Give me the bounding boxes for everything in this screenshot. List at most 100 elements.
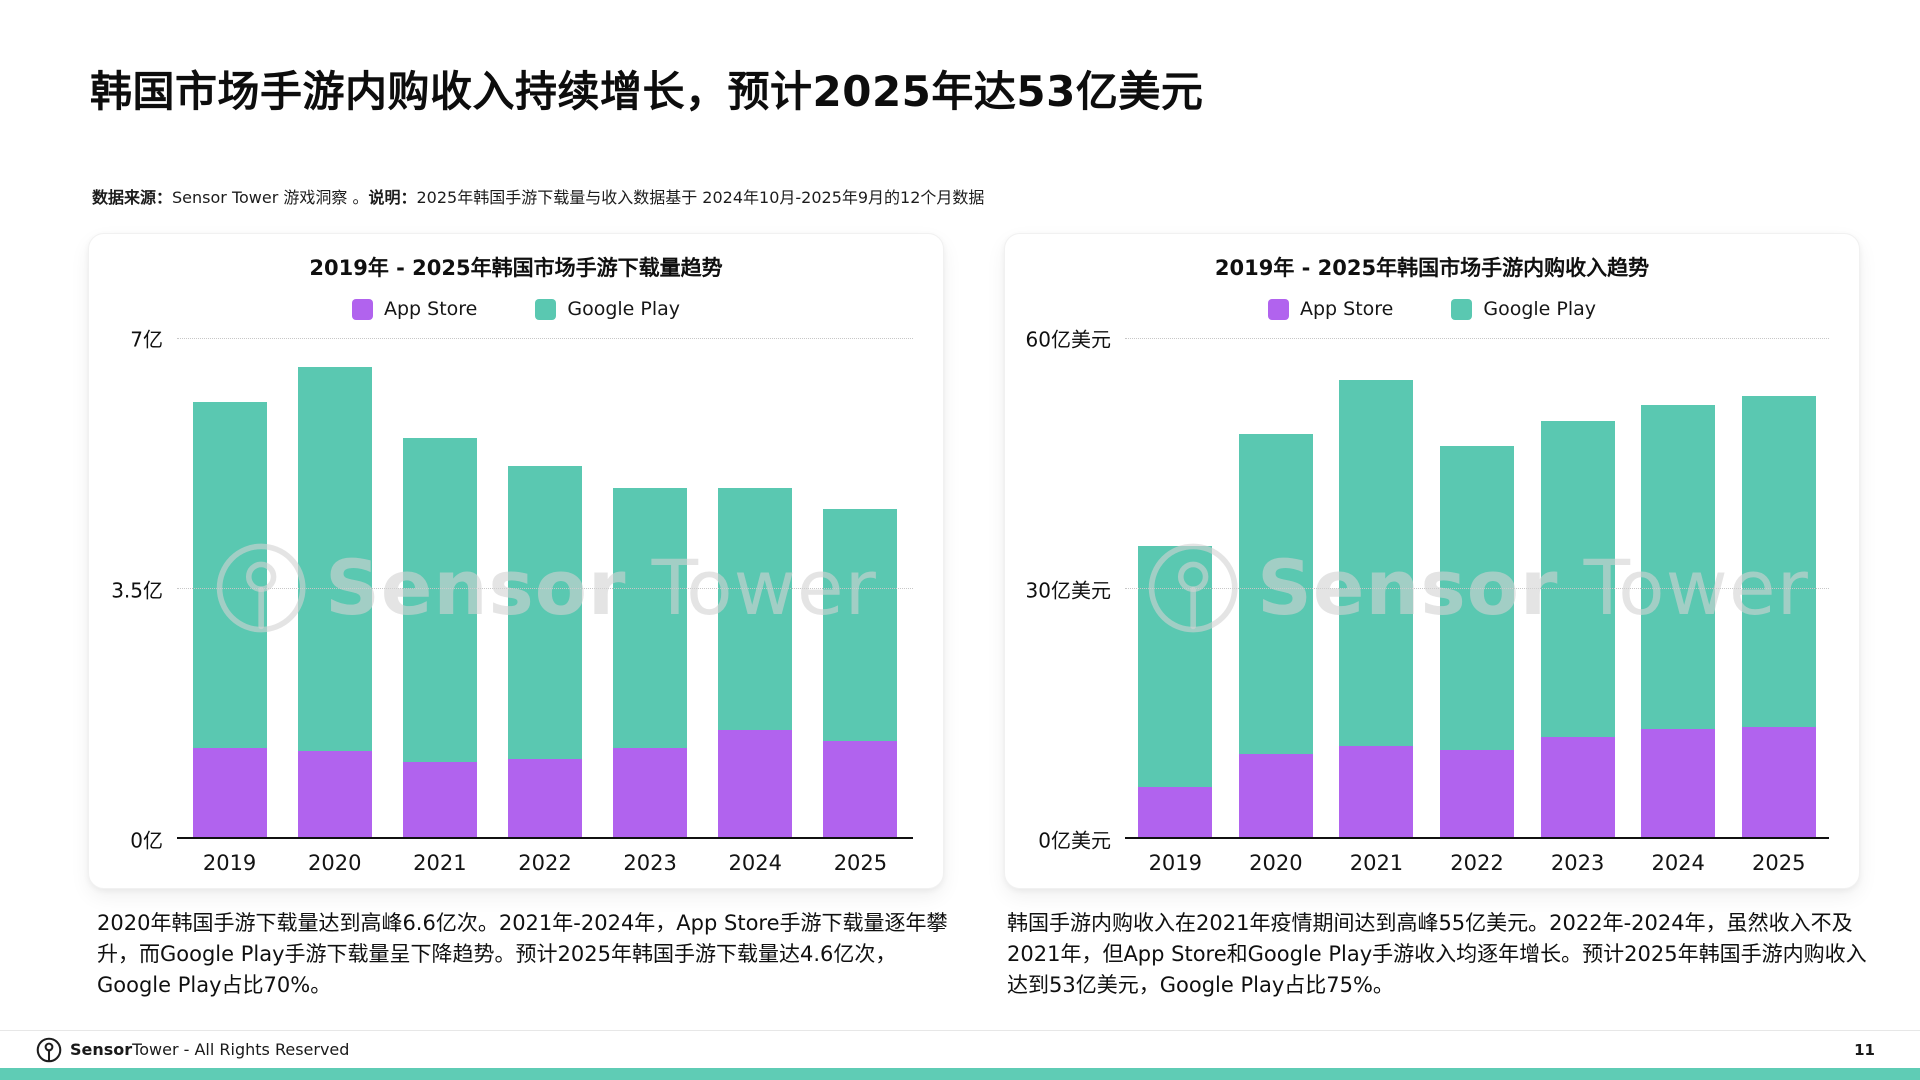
gridline xyxy=(177,587,913,589)
x-tick-label-2023: 2023 xyxy=(623,851,677,875)
x-axis: 2019 2020 2021 2022 2023 2024 2025 xyxy=(177,851,913,875)
bar-segment-app-store xyxy=(1741,726,1816,837)
page-number: 11 xyxy=(1854,1040,1875,1059)
legend-label: Google Play xyxy=(1483,298,1597,320)
legend-swatch xyxy=(1267,298,1289,320)
bar-2020 xyxy=(297,338,372,837)
bar-segment-google-play xyxy=(507,466,582,759)
bar-segment-app-store xyxy=(1339,745,1414,837)
source-note-segment: 数据来源： xyxy=(92,188,173,207)
bar-segment-app-store xyxy=(1238,753,1313,837)
bar-segment-google-play xyxy=(402,437,477,763)
x-tick-label-2022: 2022 xyxy=(1450,851,1504,875)
y-tick-label: 3.5亿 xyxy=(111,578,163,602)
footer-brand: SensorTower - All Rights Reserved xyxy=(36,1037,349,1063)
bar-segment-app-store xyxy=(823,740,898,837)
gridline xyxy=(177,338,913,339)
y-axis: 60亿美元 30亿美元 0亿美元 xyxy=(1025,328,1125,853)
y-tick-label: 0亿 xyxy=(130,828,163,853)
legend-label: App Store xyxy=(383,298,478,320)
bar-segment-google-play xyxy=(718,487,793,731)
legend-item-google-play: Google Play xyxy=(535,298,680,320)
bar-group xyxy=(1125,338,1829,837)
bar-2022 xyxy=(1439,338,1514,837)
bar-2021 xyxy=(1339,338,1414,837)
downloads-chart-card: 2019年 - 2025年韩国市场手游下载量趋势 App Store Google… xyxy=(88,233,944,889)
legend-swatch xyxy=(1451,298,1473,320)
bar-segment-google-play xyxy=(1540,421,1615,738)
bar-segment-app-store xyxy=(192,747,267,837)
bar-segment-app-store xyxy=(297,751,372,837)
bar-segment-google-play xyxy=(823,509,898,741)
bar-2025 xyxy=(823,338,898,837)
bar-segment-google-play xyxy=(1641,404,1716,729)
y-tick-label: 60亿美元 xyxy=(1025,327,1111,352)
bar-segment-google-play xyxy=(1339,379,1414,746)
sensor-tower-logo-icon xyxy=(36,1037,62,1063)
bar-2021 xyxy=(402,338,477,837)
chart-zone: 60亿美元 30亿美元 0亿美元 Sensor Tower 2019 2020 2021… xyxy=(1025,328,1829,875)
revenue-chart-card: 2019年 - 2025年韩国市场手游内购收入趋势 App Store Googl… xyxy=(1004,233,1860,889)
x-tick-label-2019: 2019 xyxy=(202,851,257,875)
x-tick-label-2021: 2021 xyxy=(1349,851,1404,875)
bar-segment-app-store xyxy=(1439,749,1514,837)
bar-2024 xyxy=(1641,338,1716,837)
bar-segment-google-play xyxy=(1439,446,1514,750)
gridline xyxy=(1125,338,1829,339)
source-note-segment: Sensor Tower 游戏洞察 。 xyxy=(172,188,369,207)
source-note-segment: 2025年韩国手游下载量与收入数据基于 2024年10月-2025年9月的12个… xyxy=(416,188,985,207)
plot-area: Sensor Tower xyxy=(177,338,913,839)
x-tick-label-2020: 2020 xyxy=(1249,851,1303,875)
revenue-description: 韩国手游内购收入在2021年疫情期间达到高峰55亿美元。2022年-2024年，… xyxy=(1007,911,1867,997)
legend-swatch xyxy=(535,298,557,320)
x-tick-label-2019: 2019 xyxy=(1148,851,1203,875)
page-title: 韩国市场手游内购收入持续增长，预计2025年达53亿美元 xyxy=(90,67,1204,116)
x-axis: 2019 2020 2021 2022 2023 2024 2025 xyxy=(1125,851,1829,875)
legend-item-google-play: Google Play xyxy=(1451,298,1596,320)
footer-brand-text: SensorTower - All Rights Reserved xyxy=(70,1040,350,1059)
y-tick-label: 7亿 xyxy=(130,327,163,352)
legend-label: Google Play xyxy=(567,298,681,320)
plot-area: Sensor Tower xyxy=(1125,338,1829,839)
y-tick-label: 0亿美元 xyxy=(1038,828,1111,853)
chart-zone: 7亿 3.5亿 0亿 Sensor Tower 2019 2020 2021 2022 20… xyxy=(111,328,913,875)
accent-strip xyxy=(0,1068,1920,1080)
x-tick-label-2023: 2023 xyxy=(1550,851,1605,875)
bar-segment-app-store xyxy=(613,747,688,837)
bar-group xyxy=(177,338,913,837)
chart-title-revenue: 2019年 - 2025年韩国市场手游内购收入趋势 xyxy=(1214,256,1650,280)
x-tick-label-2025: 2025 xyxy=(833,851,888,875)
bar-2022 xyxy=(507,338,582,837)
source-note: 数据来源：Sensor Tower 游戏洞察 。说明：2025年韩国手游下载量与… xyxy=(92,184,984,208)
legend-label: App Store xyxy=(1299,298,1394,320)
chart-legend: App Store Google Play xyxy=(1005,298,1859,320)
bar-segment-app-store xyxy=(1540,737,1615,837)
y-axis: 7亿 3.5亿 0亿 xyxy=(111,328,177,853)
bar-2023 xyxy=(613,338,688,837)
chart-title-downloads: 2019年 - 2025年韩国市场手游下载量趋势 xyxy=(309,256,723,280)
bar-segment-google-play xyxy=(1238,433,1313,754)
chart-legend: App Store Google Play xyxy=(89,298,943,320)
bar-2020 xyxy=(1238,338,1313,837)
x-tick-label-2024: 2024 xyxy=(1651,851,1705,875)
bar-segment-app-store xyxy=(507,758,582,837)
bar-2024 xyxy=(718,338,793,837)
downloads-description: 2020年韩国手游下载量达到高峰6.6亿次。2021年-2024年，App St… xyxy=(97,911,948,997)
x-tick-label-2021: 2021 xyxy=(413,851,467,875)
bar-segment-google-play xyxy=(192,402,267,748)
bar-2023 xyxy=(1540,338,1615,837)
bar-segment-app-store xyxy=(1138,787,1213,837)
y-tick-label: 30亿美元 xyxy=(1025,578,1111,602)
legend-item-app-store: App Store xyxy=(1267,298,1394,320)
x-tick-label-2020: 2020 xyxy=(307,851,362,875)
legend-swatch xyxy=(351,298,373,320)
bar-segment-app-store xyxy=(402,762,477,837)
x-tick-label-2022: 2022 xyxy=(518,851,572,875)
bar-2025 xyxy=(1741,338,1816,837)
x-tick-label-2024: 2024 xyxy=(728,851,782,875)
legend-item-app-store: App Store xyxy=(351,298,478,320)
x-tick-label-2025: 2025 xyxy=(1752,851,1806,875)
bar-segment-google-play xyxy=(1138,545,1213,788)
gridline xyxy=(1125,587,1829,589)
